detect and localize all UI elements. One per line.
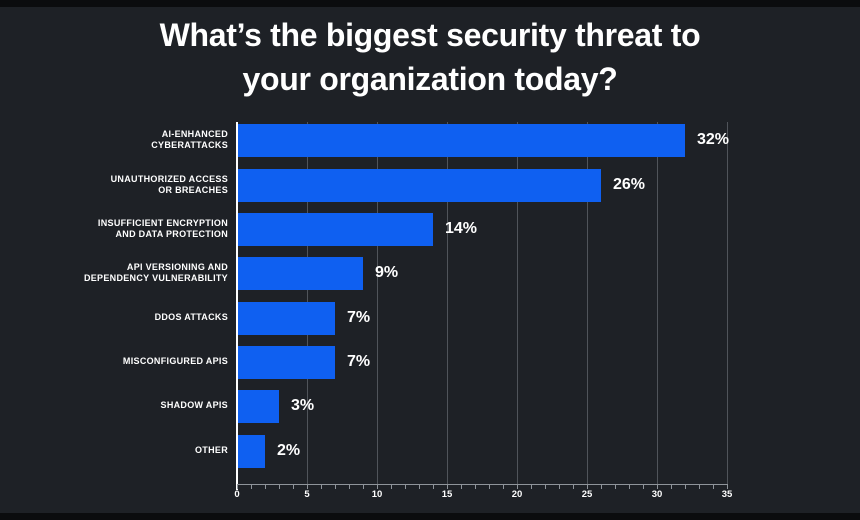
chart-row: API VERSIONING AND DEPENDENCY VULNERABIL… (0, 251, 860, 295)
gridline (586, 122, 588, 484)
chart-row: AI-ENHANCED CYBERATTACKS 32% (0, 118, 860, 162)
gridline (516, 122, 518, 484)
value-label: 9% (375, 264, 399, 281)
x-tick-label: 10 (371, 489, 383, 500)
gridline (376, 122, 378, 484)
x-tick-label: 30 (651, 489, 663, 500)
category-label: DDOS ATTACKS (154, 312, 228, 323)
gridline (446, 122, 448, 484)
chart-row: DDOS ATTACKS 7% (0, 296, 860, 340)
top-edge-strip (0, 0, 860, 7)
x-tick-label: 35 (721, 489, 733, 500)
category-label: API VERSIONING AND DEPENDENCY VULNERABIL… (83, 261, 228, 284)
bar-misconfigured-apis (237, 345, 335, 379)
value-label: 32% (697, 131, 730, 148)
value-label: 2% (277, 442, 301, 459)
x-axis-line (237, 484, 728, 485)
chart-row: SHADOW APIS 3% (0, 384, 860, 428)
bar-ai-enhanced-cyberattacks (237, 123, 685, 157)
bar-ddos-attacks (237, 301, 335, 335)
chart-row: INSUFFICIENT ENCRYPTION AND DATA PROTECT… (0, 207, 860, 251)
bar-insufficient-encryption (237, 212, 433, 246)
value-label: 3% (291, 397, 315, 414)
category-label: INSUFFICIENT ENCRYPTION AND DATA PROTECT… (97, 217, 228, 240)
bar-unauthorized-access (237, 168, 601, 202)
category-label: UNAUTHORIZED ACCESS OR BREACHES (110, 173, 228, 196)
category-label: OTHER (195, 445, 228, 456)
category-label: AI-ENHANCED CYBERATTACKS (151, 128, 228, 151)
gridline (656, 122, 658, 484)
x-tick-label: 15 (441, 489, 453, 500)
category-label: SHADOW APIS (160, 400, 228, 411)
bar-shadow-apis (237, 389, 279, 423)
chart-title: What’s the biggest security threat to yo… (159, 17, 701, 97)
chart-row: UNAUTHORIZED ACCESS OR BREACHES 26% (0, 163, 860, 207)
y-axis-line (236, 122, 238, 490)
gridline (726, 122, 728, 484)
value-label: 7% (347, 353, 371, 370)
category-label: MISCONFIGURED APIS (122, 356, 228, 367)
x-axis-minor-ticks (237, 485, 728, 489)
x-tick-label: 5 (304, 489, 310, 500)
bar-api-versioning (237, 256, 363, 290)
x-tick-label: 0 (234, 489, 240, 500)
chart-row: OTHER 2% (0, 429, 860, 473)
chart-row: MISCONFIGURED APIS 7% (0, 340, 860, 384)
value-label: 14% (445, 220, 478, 237)
bar-other (237, 434, 265, 468)
x-tick-label: 20 (511, 489, 523, 500)
value-label: 26% (613, 176, 646, 193)
x-tick-label: 25 (581, 489, 593, 500)
bottom-edge-strip (0, 513, 860, 520)
value-label: 7% (347, 309, 371, 326)
